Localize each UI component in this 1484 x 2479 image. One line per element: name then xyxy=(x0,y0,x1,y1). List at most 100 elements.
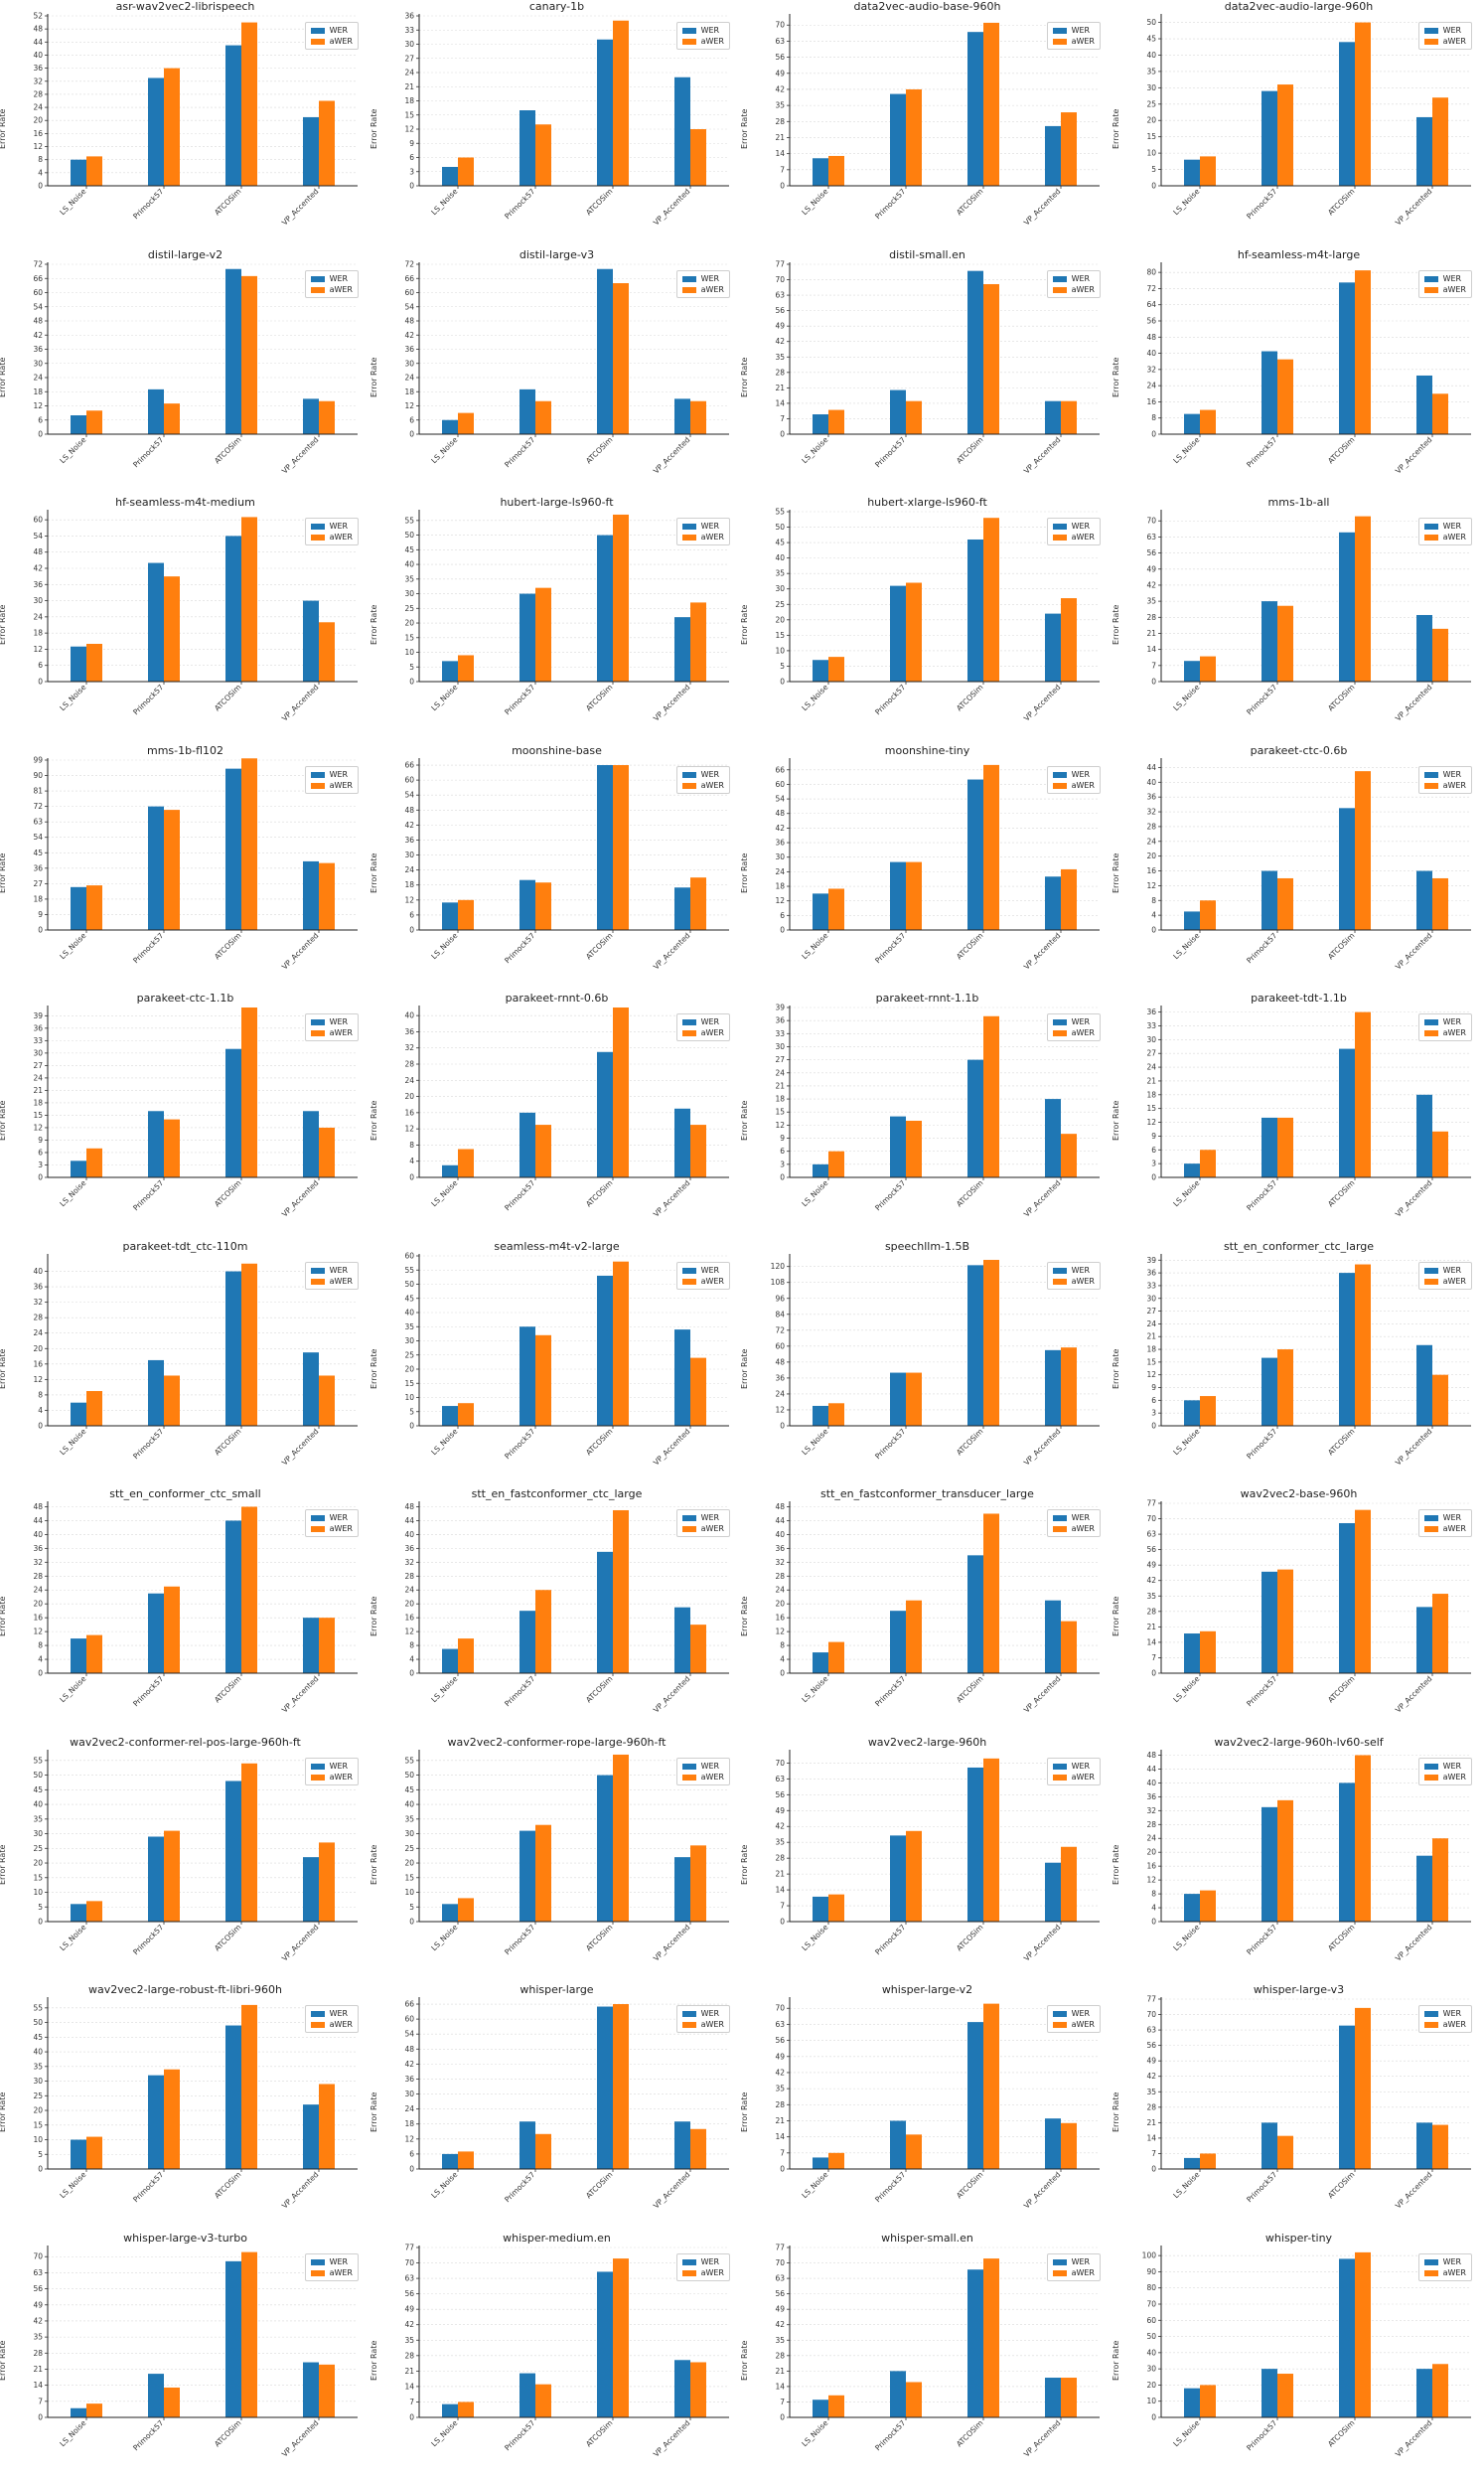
bar-chart: 0 6 12 18 24 30 36 42 48 54 60 66 72 LS_Noise Primock5… xyxy=(33,260,358,476)
wer-bar xyxy=(225,2025,241,2169)
legend-swatch xyxy=(681,1029,696,1036)
legend-entry: WER xyxy=(1052,1016,1095,1027)
wer-bar xyxy=(813,1405,828,1426)
y-tick-label: 27 xyxy=(1146,1307,1156,1316)
y-tick-label: 56 xyxy=(775,53,785,62)
legend-label: WER xyxy=(700,1762,720,1771)
bar-chart: 0 7 14 21 28 35 42 49 56 63 70 LS_Noise Primock57 ATC… xyxy=(1146,510,1471,723)
legend-label: aWER xyxy=(700,533,724,542)
y-tick-label: 18 xyxy=(33,629,43,638)
y-tick-label: 24 xyxy=(1146,1063,1156,1072)
awer-bar xyxy=(828,1151,844,1177)
y-tick-label: 16 xyxy=(33,1614,43,1623)
wer-bar xyxy=(303,1857,319,1922)
awer-bar xyxy=(1432,1374,1448,1426)
x-tick-label: ATCOSim xyxy=(584,187,614,217)
y-tick-label: 24 xyxy=(33,103,43,112)
y-tick-label: 0 xyxy=(38,182,43,191)
y-tick-label: 60 xyxy=(775,1341,785,1350)
x-tick-label: ATCOSim xyxy=(213,2170,242,2200)
x-tick-label: LS_Noise xyxy=(429,187,459,217)
awer-bar xyxy=(1355,2251,1371,2417)
awer-bar xyxy=(535,587,551,682)
legend-label: WER xyxy=(700,522,720,531)
y-tick-label: 90 xyxy=(1146,2267,1156,2276)
y-tick-label: 9 xyxy=(1151,1132,1156,1141)
awer-bar xyxy=(613,1509,629,1673)
legend-label: WER xyxy=(1071,1513,1091,1522)
y-tick-label: 54 xyxy=(33,833,43,842)
legend-swatch xyxy=(681,523,696,530)
awer-bar xyxy=(828,2395,844,2417)
y-tick-label: 48 xyxy=(404,806,414,815)
awer-bar xyxy=(690,1625,706,1673)
wer-bar xyxy=(148,562,164,682)
legend-entry: WER xyxy=(1423,2008,1466,2019)
wer-bar xyxy=(890,1116,906,1177)
wer-bar xyxy=(303,1352,319,1426)
x-tick-label: ATCOSim xyxy=(1326,435,1356,465)
y-tick-label: 14 xyxy=(775,1886,785,1895)
x-tick-label: ATCOSim xyxy=(584,2170,614,2200)
chart-title: parakeet-ctc-1.1b xyxy=(136,992,234,1005)
wer-bar xyxy=(1045,400,1061,434)
awer-bar xyxy=(241,758,257,930)
awer-bar xyxy=(1432,1838,1448,1922)
wer-bar xyxy=(813,1652,828,1673)
wer-bar xyxy=(442,419,458,434)
y-tick-label: 20 xyxy=(404,1859,414,1868)
chart-title: hubert-xlarge-ls960-ft xyxy=(867,496,987,509)
wer-bar xyxy=(1261,2122,1277,2169)
y-tick-label: 18 xyxy=(33,1098,43,1107)
legend-label: WER xyxy=(329,2257,349,2266)
y-tick-label: 8 xyxy=(38,1641,43,1650)
y-tick-label: 36 xyxy=(775,1373,785,1382)
legend-swatch xyxy=(1052,523,1067,530)
wer-bar xyxy=(1339,282,1355,434)
y-tick-label: 8 xyxy=(780,1641,785,1650)
legend-label: aWER xyxy=(329,2268,353,2277)
x-tick-label: VP_Accented xyxy=(1394,931,1434,972)
y-tick-label: 3 xyxy=(780,1160,785,1168)
y-tick-label: 12 xyxy=(404,895,414,904)
wer-bar xyxy=(597,268,613,434)
y-tick-label: 63 xyxy=(1146,1530,1156,1539)
y-tick-label: 35 xyxy=(775,569,785,578)
wer-bar xyxy=(148,77,164,186)
bar-chart: 0 4 8 12 16 20 24 28 32 36 40 44 LS_Noise Primock57 AT… xyxy=(1146,758,1471,972)
legend-label: aWER xyxy=(1071,1524,1095,1533)
legend-swatch xyxy=(1423,771,1438,778)
y-tick-label: 21 xyxy=(775,384,785,392)
chart-panel: distil-small.en Error Rate 0 7 14 21 28 35 42 49 5… xyxy=(740,248,1113,496)
y-tick-label: 12 xyxy=(404,125,414,134)
legend-label: WER xyxy=(700,26,720,35)
awer-bar xyxy=(828,1403,844,1426)
wer-bar xyxy=(1416,2369,1432,2417)
y-tick-label: 28 xyxy=(33,1572,43,1581)
awer-bar xyxy=(458,1638,474,1673)
y-tick-label: 50 xyxy=(404,1771,414,1780)
legend: WER aWER xyxy=(304,1262,359,1290)
legend-label: WER xyxy=(1071,274,1091,283)
awer-bar xyxy=(241,1506,257,1673)
wer-bar xyxy=(1416,614,1432,682)
wer-bar xyxy=(1416,375,1432,434)
awer-bar xyxy=(1061,1347,1077,1426)
awer-bar xyxy=(1200,2385,1216,2417)
chart-title: hubert-large-ls960-ft xyxy=(500,496,614,509)
awer-bar xyxy=(241,2004,257,2169)
awer-bar xyxy=(906,1830,922,1922)
y-tick-label: 40 xyxy=(1146,778,1156,787)
chart-panel: seamless-m4t-v2-large Error Rate 0 5 10 15 20 2… xyxy=(370,1240,742,1487)
bar-chart: 0 7 14 21 28 35 42 49 56 63 70 77 LS_Noise Primock57 A… xyxy=(775,2244,1100,2459)
x-tick-label: LS_Noise xyxy=(800,683,829,712)
y-tick-label: 12 xyxy=(33,1627,43,1636)
legend-label: aWER xyxy=(1442,1028,1466,1037)
legend-entry: aWER xyxy=(681,532,724,542)
legend-entry: aWER xyxy=(1423,1027,1466,1038)
legend: WER aWER xyxy=(1417,766,1472,794)
awer-bar xyxy=(458,2402,474,2417)
x-tick-label: ATCOSim xyxy=(584,931,614,961)
y-tick-label: 24 xyxy=(33,1586,43,1595)
